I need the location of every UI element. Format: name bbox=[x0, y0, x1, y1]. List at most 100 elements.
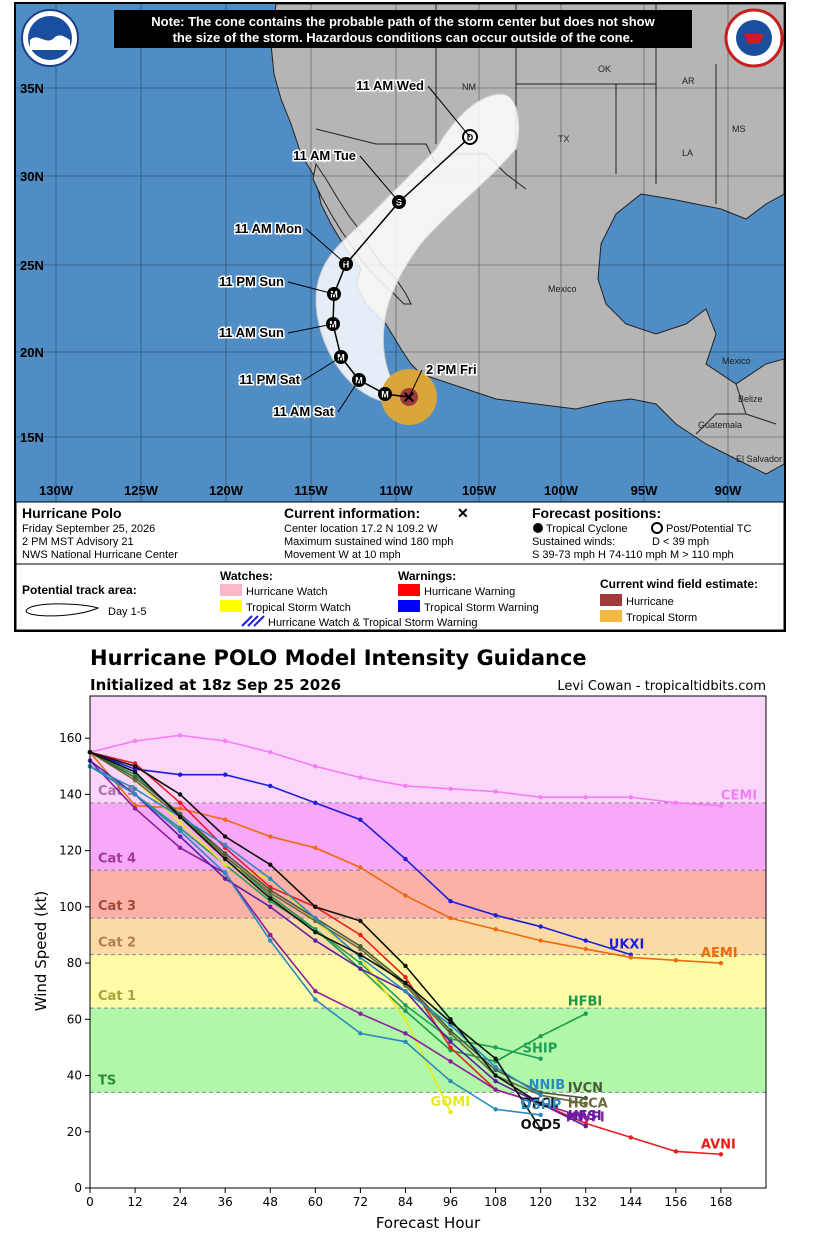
data-point bbox=[223, 772, 228, 777]
data-point bbox=[313, 764, 318, 769]
data-point bbox=[448, 1109, 453, 1115]
data-point bbox=[313, 938, 318, 943]
data-point bbox=[718, 803, 724, 808]
note-line-1: Note: The cone contains the probable pat… bbox=[151, 14, 655, 29]
data-point bbox=[493, 789, 498, 794]
series-label: UKXI bbox=[609, 938, 645, 953]
series-label: AEMI bbox=[701, 946, 738, 961]
track-time-label: 11 PM Sat bbox=[239, 372, 300, 387]
data-point bbox=[177, 733, 183, 738]
data-point bbox=[177, 792, 183, 797]
series-dshp: DSHP bbox=[87, 764, 561, 1118]
series-hfsi: HFSI bbox=[87, 758, 602, 1129]
ts-watch-swatch bbox=[220, 600, 242, 612]
data-point bbox=[538, 1093, 543, 1098]
place-label: NM bbox=[462, 82, 476, 92]
data-point bbox=[358, 817, 363, 822]
x-tick-label: 120 bbox=[529, 1195, 552, 1209]
series-line bbox=[89, 760, 587, 1127]
chart-title: Hurricane POLO Model Intensity Guidance bbox=[90, 646, 587, 670]
data-point bbox=[493, 1078, 498, 1084]
data-point bbox=[403, 893, 408, 898]
data-point bbox=[223, 856, 228, 862]
data-point bbox=[358, 775, 363, 780]
data-point bbox=[268, 750, 273, 755]
lat-label: 25N bbox=[20, 258, 44, 273]
data-point bbox=[177, 828, 183, 834]
data-point bbox=[493, 1073, 498, 1078]
data-point bbox=[177, 845, 183, 851]
data-point bbox=[223, 870, 228, 876]
data-point bbox=[223, 834, 228, 839]
data-point bbox=[538, 924, 543, 929]
hurricane-watch-swatch bbox=[220, 584, 242, 596]
hurricane-watch-label: Hurricane Watch bbox=[246, 586, 328, 598]
data-point bbox=[538, 795, 543, 800]
track-time-label: 11 AM Sat bbox=[273, 404, 335, 419]
data-point bbox=[358, 865, 363, 870]
data-point bbox=[313, 904, 318, 910]
place-label: TX bbox=[558, 134, 570, 144]
chart-init-time: Initialized at 18z Sep 25 2026 bbox=[90, 676, 341, 694]
ts-field-swatch bbox=[600, 610, 622, 622]
place-label: Belize bbox=[738, 394, 763, 404]
warnings-title: Warnings: bbox=[398, 569, 456, 583]
data-point bbox=[538, 1033, 543, 1039]
data-point bbox=[132, 806, 138, 811]
data-point bbox=[403, 1031, 408, 1036]
data-point bbox=[403, 783, 408, 789]
track-marker-text: M bbox=[330, 290, 338, 300]
x-axis-label: Forecast Hour bbox=[376, 1214, 481, 1232]
legend-panel bbox=[16, 563, 784, 630]
data-point bbox=[313, 915, 318, 921]
storm-name: Hurricane Polo bbox=[22, 505, 122, 521]
place-label: AR bbox=[682, 76, 695, 86]
hurricane-warning-label: Hurricane Warning bbox=[424, 586, 515, 598]
tropical-cyclone-label: Tropical Cyclone bbox=[546, 523, 628, 535]
data-point bbox=[268, 783, 273, 789]
series-label: HFSI bbox=[568, 1109, 602, 1124]
data-point bbox=[358, 1011, 363, 1016]
data-point bbox=[583, 1123, 588, 1129]
data-point bbox=[403, 974, 408, 980]
combo-label: Hurricane Watch & Tropical Storm Warning bbox=[268, 617, 477, 629]
y-tick-label: 20 bbox=[67, 1125, 82, 1139]
x-tick-label: 84 bbox=[398, 1195, 413, 1209]
data-point bbox=[493, 1056, 498, 1061]
data-point bbox=[358, 918, 363, 924]
place-label: Guatemala bbox=[698, 420, 742, 430]
lat-label: 15N bbox=[20, 430, 44, 445]
data-point bbox=[177, 814, 183, 820]
data-point bbox=[448, 1028, 453, 1033]
data-point bbox=[493, 1107, 498, 1112]
data-point bbox=[448, 1039, 453, 1045]
track-marker-text: S bbox=[396, 198, 402, 208]
track-time-label: 11 PM Sun bbox=[219, 274, 284, 289]
track-marker-text: D bbox=[467, 133, 474, 143]
x-tick-label: 108 bbox=[484, 1195, 507, 1209]
data-point bbox=[403, 963, 408, 969]
data-point bbox=[223, 851, 228, 856]
data-point bbox=[583, 938, 588, 943]
data-point bbox=[132, 786, 138, 791]
data-point bbox=[358, 932, 363, 938]
data-point bbox=[268, 834, 273, 839]
data-point bbox=[583, 795, 588, 800]
lon-label: 110W bbox=[379, 483, 413, 498]
ts-field-label: Tropical Storm bbox=[626, 612, 697, 624]
data-point bbox=[583, 1101, 588, 1106]
issuing-center: NWS National Hurricane Center bbox=[22, 549, 178, 561]
x-tick-label: 48 bbox=[263, 1195, 278, 1209]
post-tc-label: Post/Potential TC bbox=[666, 523, 751, 535]
data-point bbox=[223, 876, 228, 881]
ts-warning-label: Tropical Storm Warning bbox=[424, 602, 539, 614]
data-point bbox=[313, 800, 318, 806]
track-time-label: 2 PM Fri bbox=[426, 362, 477, 377]
data-point bbox=[268, 862, 273, 867]
series-aemi: AEMI bbox=[87, 750, 738, 966]
lat-lon-grid bbox=[16, 4, 784, 502]
lon-label: 100W bbox=[544, 483, 579, 498]
data-point bbox=[538, 938, 543, 943]
data-point bbox=[177, 820, 183, 825]
wind-field-title: Current wind field estimate: bbox=[600, 577, 758, 591]
